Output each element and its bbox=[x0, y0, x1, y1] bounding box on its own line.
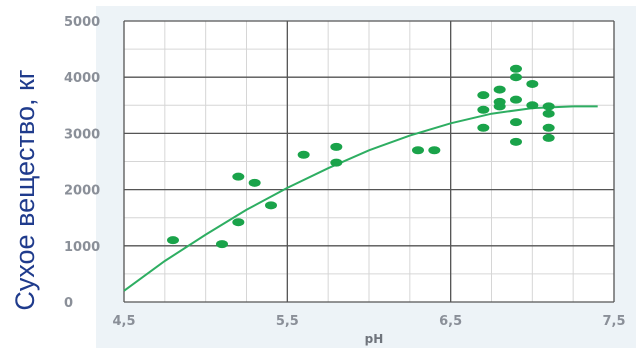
data-point bbox=[510, 73, 522, 82]
x-tick-label: 5,5 bbox=[276, 314, 299, 329]
data-point bbox=[330, 158, 343, 167]
y-tick-labels: 0 1000 2000 3000 4000 5000 bbox=[64, 15, 100, 311]
x-tick-labels: 4,5 5,5 6,5 7,5 bbox=[112, 314, 625, 329]
data-point bbox=[542, 133, 555, 142]
data-point bbox=[412, 146, 424, 155]
data-point bbox=[542, 123, 555, 132]
data-point bbox=[510, 95, 522, 104]
data-point bbox=[428, 146, 441, 155]
data-point bbox=[330, 142, 343, 151]
y-tick-label: 2000 bbox=[64, 184, 100, 199]
data-point bbox=[526, 101, 539, 110]
x-axis-label: pH bbox=[365, 332, 384, 346]
y-tick-label: 5000 bbox=[64, 15, 100, 30]
data-point bbox=[297, 150, 310, 159]
x-tick-label: 7,5 bbox=[602, 314, 625, 329]
data-point bbox=[493, 102, 506, 111]
data-point bbox=[510, 137, 522, 146]
major-grid bbox=[123, 20, 615, 303]
data-point bbox=[477, 105, 490, 114]
data-point bbox=[232, 218, 245, 227]
data-point bbox=[477, 91, 490, 100]
y-tick-label: 0 bbox=[64, 296, 73, 311]
data-point bbox=[265, 201, 277, 210]
data-point bbox=[510, 118, 522, 127]
data-point bbox=[248, 178, 261, 187]
data-point bbox=[542, 109, 555, 118]
data-point bbox=[216, 240, 228, 249]
y-tick-label: 1000 bbox=[64, 240, 100, 255]
data-point bbox=[493, 85, 506, 94]
data-point bbox=[542, 102, 555, 111]
y-axis-label: Сухое вещество, кг bbox=[10, 69, 40, 310]
data-points bbox=[167, 64, 555, 249]
data-point bbox=[232, 172, 245, 181]
data-point bbox=[477, 123, 490, 132]
data-point bbox=[167, 236, 179, 245]
data-point bbox=[526, 79, 539, 88]
data-point bbox=[510, 64, 522, 73]
x-tick-label: 6,5 bbox=[439, 314, 462, 329]
x-tick-label: 4,5 bbox=[112, 314, 135, 329]
y-tick-label: 4000 bbox=[64, 71, 100, 86]
y-tick-label: 3000 bbox=[64, 127, 100, 142]
